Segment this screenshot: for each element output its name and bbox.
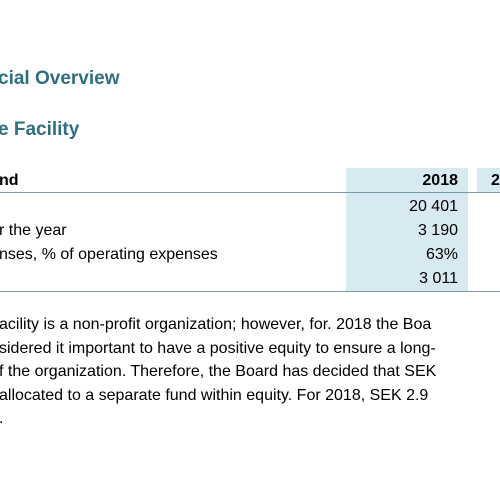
highlight-column: [346, 168, 468, 292]
table-header: 2018: [422, 172, 458, 189]
paragraph-line: f the organization. Therefore, the Board…: [0, 363, 437, 380]
table-header: 2: [491, 172, 500, 189]
row-value: 20 401: [409, 198, 458, 215]
subsection-heading: e Facility: [0, 119, 80, 140]
section-heading: cial Overview: [0, 68, 120, 89]
paragraph-line: allocated to a separate fund within equi…: [0, 386, 429, 404]
paragraph-line: sidered it important to have a positive …: [0, 339, 436, 357]
row-value: 63%: [425, 246, 458, 263]
paragraph-line: .: [0, 410, 3, 428]
row-value: 3 011: [419, 270, 458, 287]
header-rule: [0, 192, 500, 193]
highlight-column-next: [477, 168, 500, 192]
bottom-rule: [0, 291, 500, 292]
paragraph-line: acility is a non-profit organization; ho…: [0, 316, 432, 333]
row-label: r the year: [0, 222, 67, 239]
row-value: 3 190: [417, 222, 458, 239]
table-header: nd: [0, 172, 19, 189]
row-label: nses, % of operating expenses: [0, 246, 218, 263]
